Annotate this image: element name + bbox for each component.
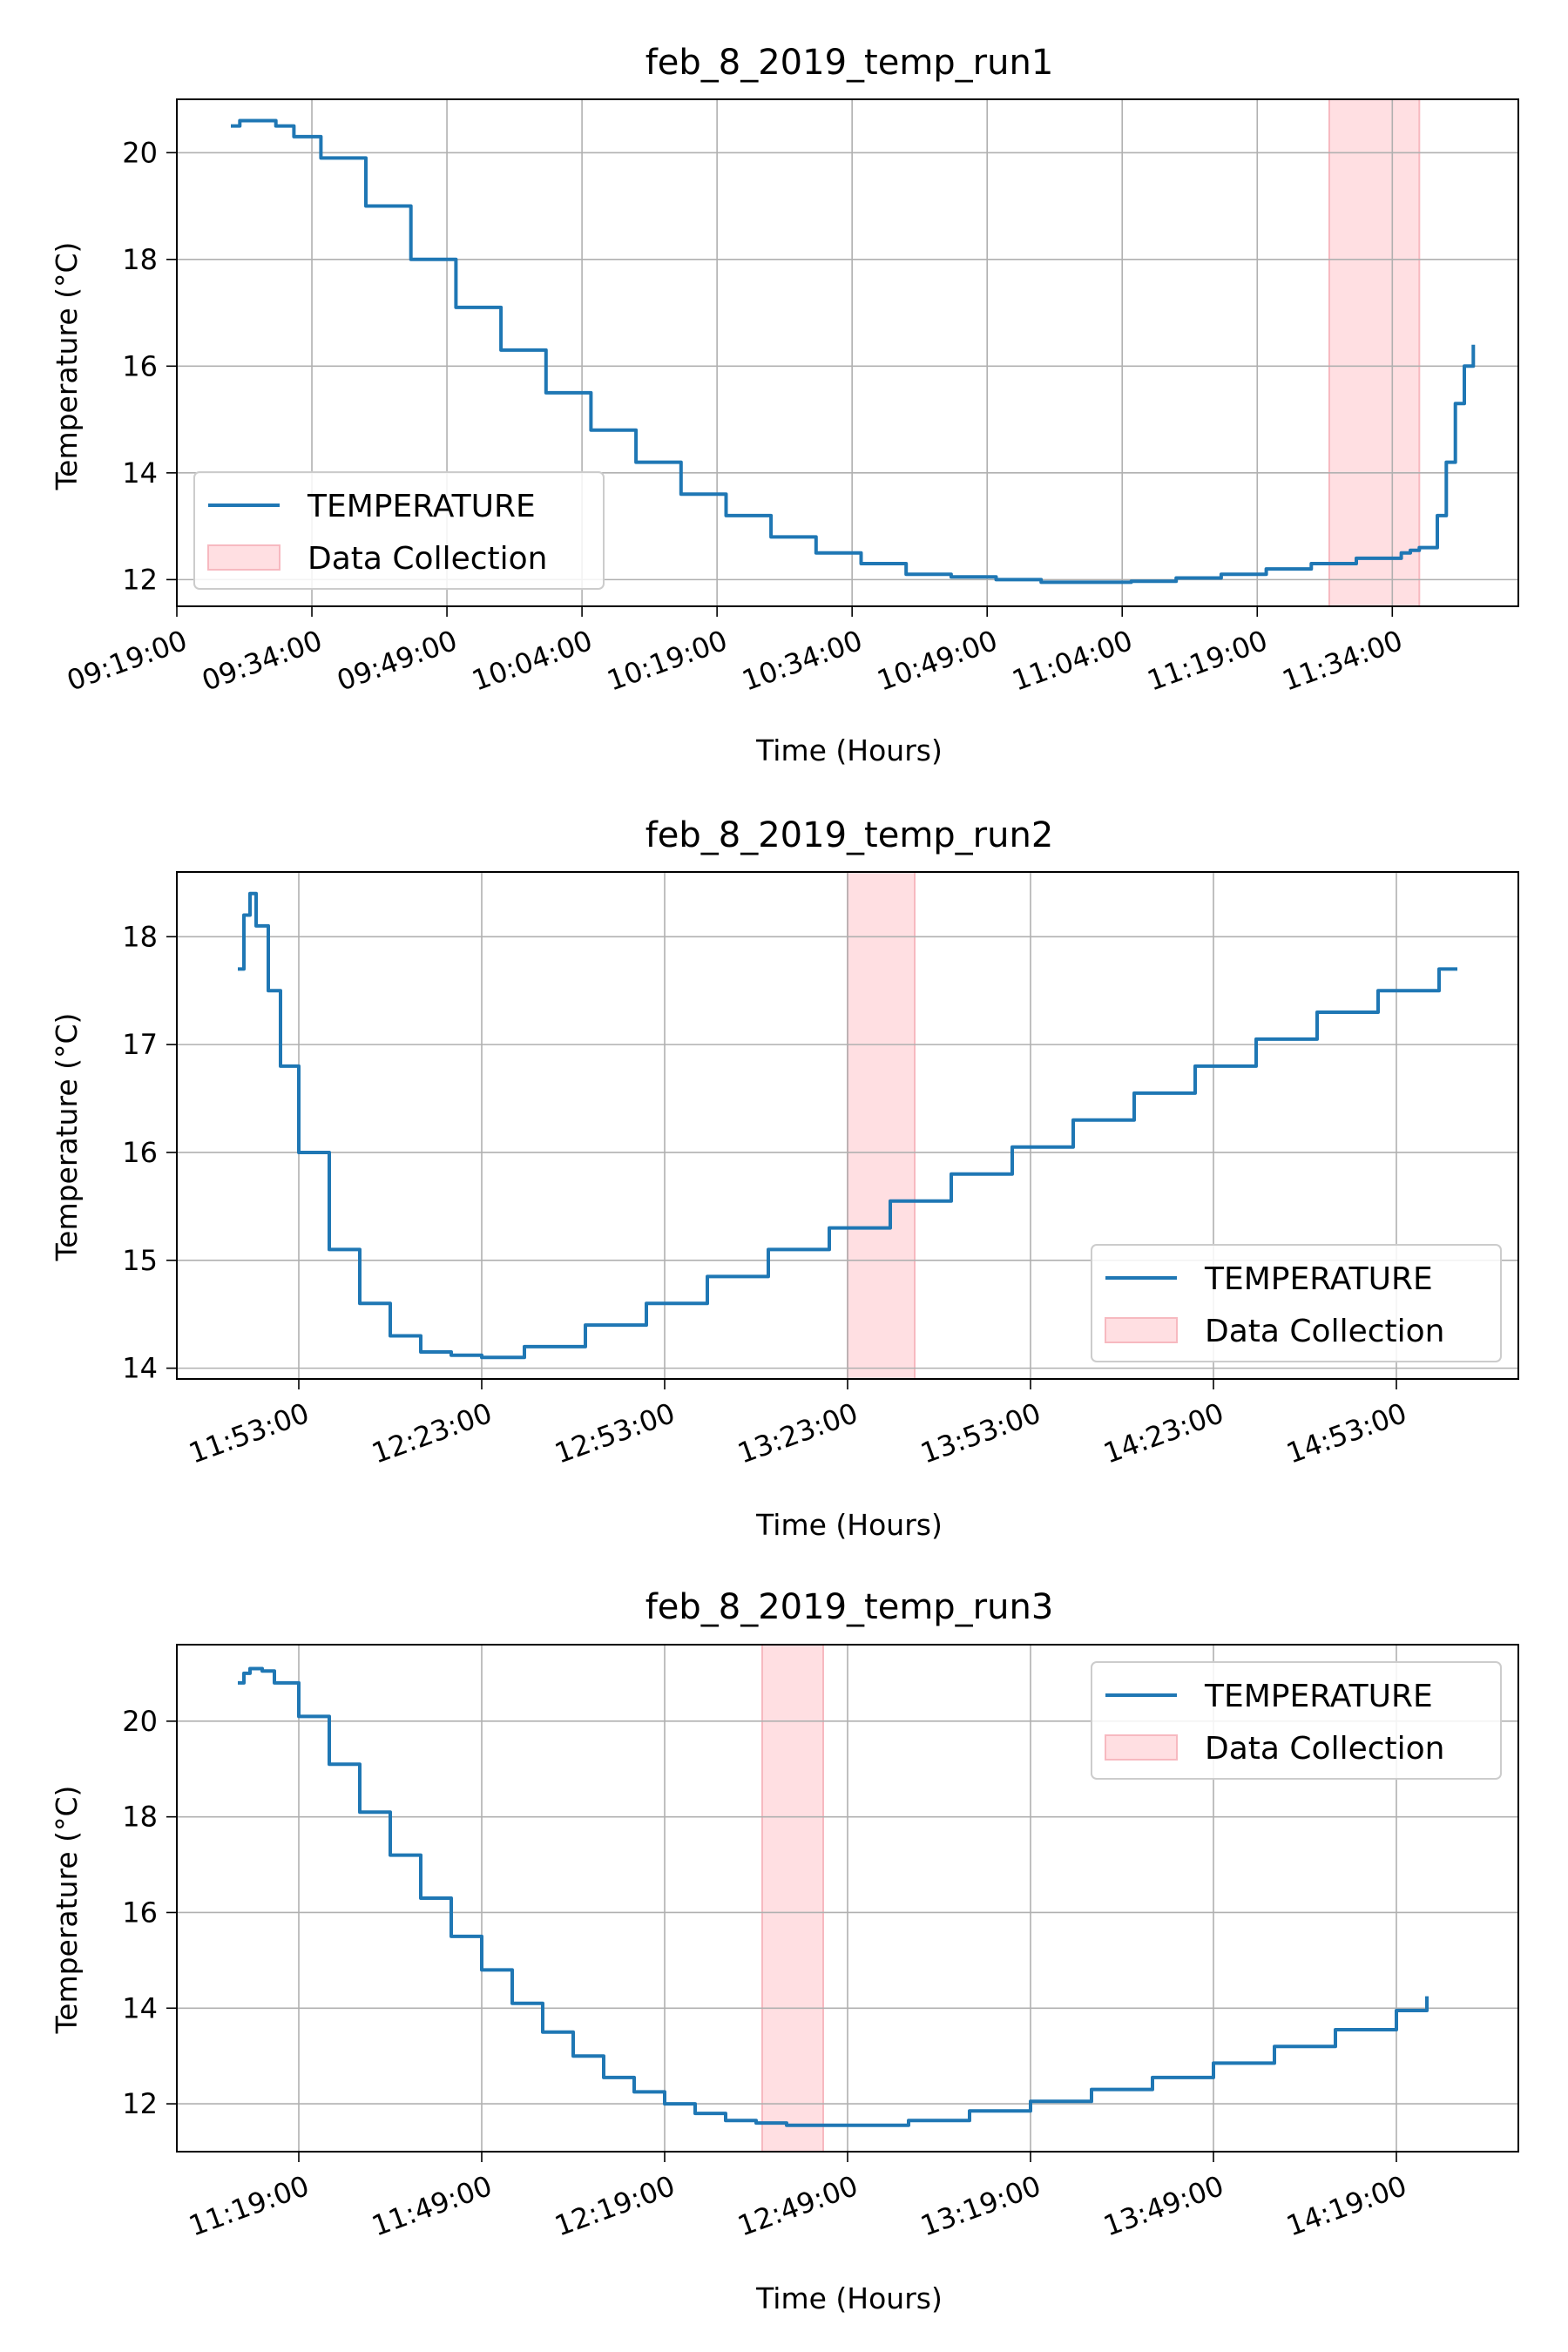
y-axis-label: Temperature (°C) <box>50 242 84 491</box>
y-tick-label: 14 <box>122 456 158 490</box>
y-tick-label: 18 <box>122 1801 158 1834</box>
chart-title: feb_8_2019_temp_run3 <box>645 1587 1054 1627</box>
legend-span-swatch <box>1105 1734 1178 1761</box>
temperature-series-line <box>238 891 1457 1360</box>
legend-label-data-collection: Data Collection <box>308 541 547 577</box>
legend-span-swatch <box>207 544 280 571</box>
data-collection-span <box>847 871 916 1380</box>
legend-frame <box>193 471 605 590</box>
temperature-series-line <box>231 118 1476 585</box>
x-tick-label: 13:49:00 <box>1099 2169 1228 2243</box>
chart-title: feb_8_2019_temp_run2 <box>645 815 1054 855</box>
legend: TEMPERATURE Data Collection <box>1091 1244 1502 1362</box>
x-tick-label: 13:19:00 <box>916 2169 1045 2243</box>
x-tick-label: 11:49:00 <box>368 2169 497 2243</box>
x-tick-label: 10:04:00 <box>468 624 597 698</box>
x-tick-label: 14:19:00 <box>1282 2169 1411 2243</box>
y-tick-label: 20 <box>122 136 158 169</box>
x-tick-label: 10:34:00 <box>738 624 867 698</box>
y-tick-label: 14 <box>122 1991 158 2024</box>
x-tick-label: 12:49:00 <box>733 2169 862 2243</box>
x-tick-label: 11:53:00 <box>185 1396 314 1470</box>
y-tick-label: 16 <box>122 1136 158 1169</box>
y-tick-label: 17 <box>122 1028 158 1061</box>
legend-span-swatch <box>1105 1317 1178 1343</box>
x-tick-label: 10:49:00 <box>873 624 1002 698</box>
x-tick-label: 14:53:00 <box>1282 1396 1411 1470</box>
data-collection-span <box>761 1644 824 2153</box>
x-tick-label: 10:19:00 <box>603 624 732 698</box>
legend-frame <box>1091 1661 1502 1780</box>
legend-label-data-collection: Data Collection <box>1205 1731 1444 1767</box>
x-tick-label: 09:34:00 <box>198 624 327 698</box>
x-tick-label: 12:23:00 <box>368 1396 497 1470</box>
x-axis-label: Time (Hours) <box>755 2281 943 2315</box>
x-tick-label: 09:49:00 <box>333 624 462 698</box>
x-tick-label: 09:19:00 <box>63 624 192 698</box>
legend: TEMPERATURE Data Collection <box>1091 1661 1502 1780</box>
chart-title: feb_8_2019_temp_run1 <box>645 43 1054 83</box>
x-tick-label: 13:53:00 <box>916 1396 1045 1470</box>
temperature-series-line <box>238 1666 1429 2127</box>
y-axis-label: Temperature (°C) <box>50 1786 84 2035</box>
legend-label-temperature: TEMPERATURE <box>1204 1679 1433 1714</box>
y-tick-label: 14 <box>122 1352 158 1385</box>
x-tick-label: 11:19:00 <box>185 2169 314 2243</box>
x-tick-label: 13:23:00 <box>733 1396 862 1470</box>
x-tick-label: 11:19:00 <box>1143 624 1272 698</box>
x-tick-label: 14:23:00 <box>1099 1396 1228 1470</box>
legend-label-data-collection: Data Collection <box>1205 1314 1444 1349</box>
x-tick-label: 11:04:00 <box>1008 624 1137 698</box>
y-tick-label: 12 <box>122 563 158 596</box>
x-axis-label: Time (Hours) <box>755 1508 943 1542</box>
data-collection-span <box>1328 98 1421 607</box>
axes-frame <box>176 871 1519 1380</box>
y-tick-label: 20 <box>122 1705 158 1738</box>
y-tick-label: 15 <box>122 1244 158 1277</box>
legend: TEMPERATURE Data Collection <box>193 471 605 590</box>
y-tick-label: 18 <box>122 920 158 953</box>
y-tick-label: 12 <box>122 2087 158 2120</box>
chart-run2: feb_8_2019_temp_run2 Time (Hours) Temper… <box>50 815 1519 1542</box>
x-axis-label: Time (Hours) <box>755 733 943 767</box>
axes-frame <box>176 98 1519 607</box>
legend-frame <box>1091 1244 1502 1362</box>
x-tick-label: 12:19:00 <box>551 2169 679 2243</box>
y-tick-label: 18 <box>122 243 158 276</box>
chart-run3: feb_8_2019_temp_run3 Time (Hours) Temper… <box>50 1587 1519 2315</box>
legend-label-temperature: TEMPERATURE <box>307 489 536 524</box>
x-tick-label: 12:53:00 <box>551 1396 679 1470</box>
x-tick-label: 11:34:00 <box>1278 624 1407 698</box>
y-axis-label: Temperature (°C) <box>50 1013 84 1262</box>
chart-run1: feb_8_2019_temp_run1 Time (Hours) Temper… <box>50 43 1519 767</box>
axes-frame <box>176 1644 1519 2153</box>
legend-label-temperature: TEMPERATURE <box>1204 1261 1433 1297</box>
y-tick-label: 16 <box>122 349 158 382</box>
y-tick-label: 16 <box>122 1896 158 1929</box>
